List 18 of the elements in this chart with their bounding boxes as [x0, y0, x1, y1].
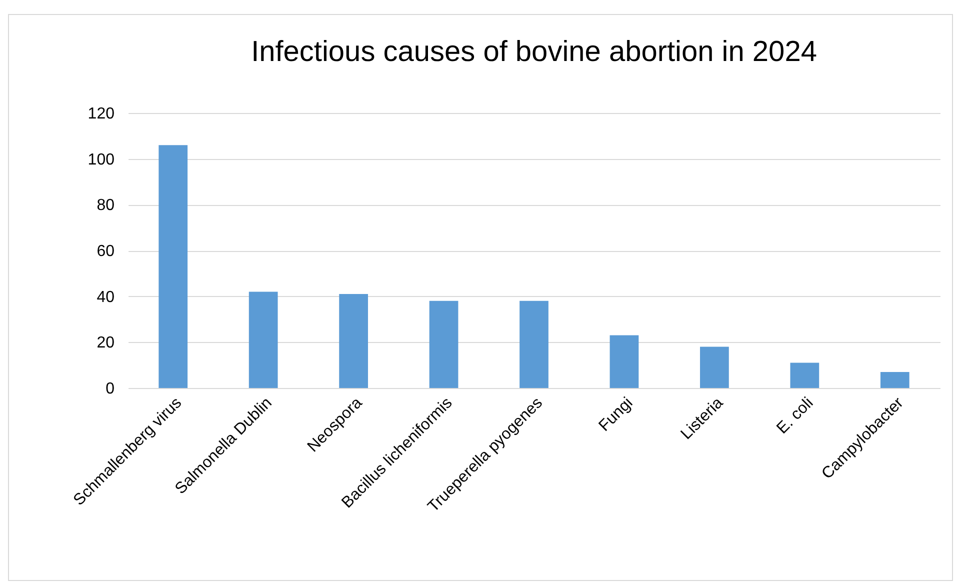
y-tick-label: 20 [96, 334, 115, 352]
y-tick-label: 100 [88, 151, 115, 168]
y-tick-label: 60 [96, 243, 115, 260]
bar [158, 145, 188, 388]
bar [429, 300, 458, 388]
x-tick-label: E. coli [774, 394, 817, 438]
y-tick-label: 0 [106, 380, 115, 398]
bar [880, 372, 910, 388]
chart-title: Infectious causes of bovine abortion in 2024 [251, 36, 817, 68]
y-tick-label: 40 [96, 288, 115, 306]
bar [700, 346, 729, 388]
y-tick-label: 80 [96, 197, 115, 214]
bar [610, 335, 639, 388]
bar [248, 292, 278, 388]
bar [790, 362, 820, 388]
bar [339, 294, 368, 388]
bar [520, 300, 548, 388]
y-tick-label: 120 [88, 106, 115, 122]
